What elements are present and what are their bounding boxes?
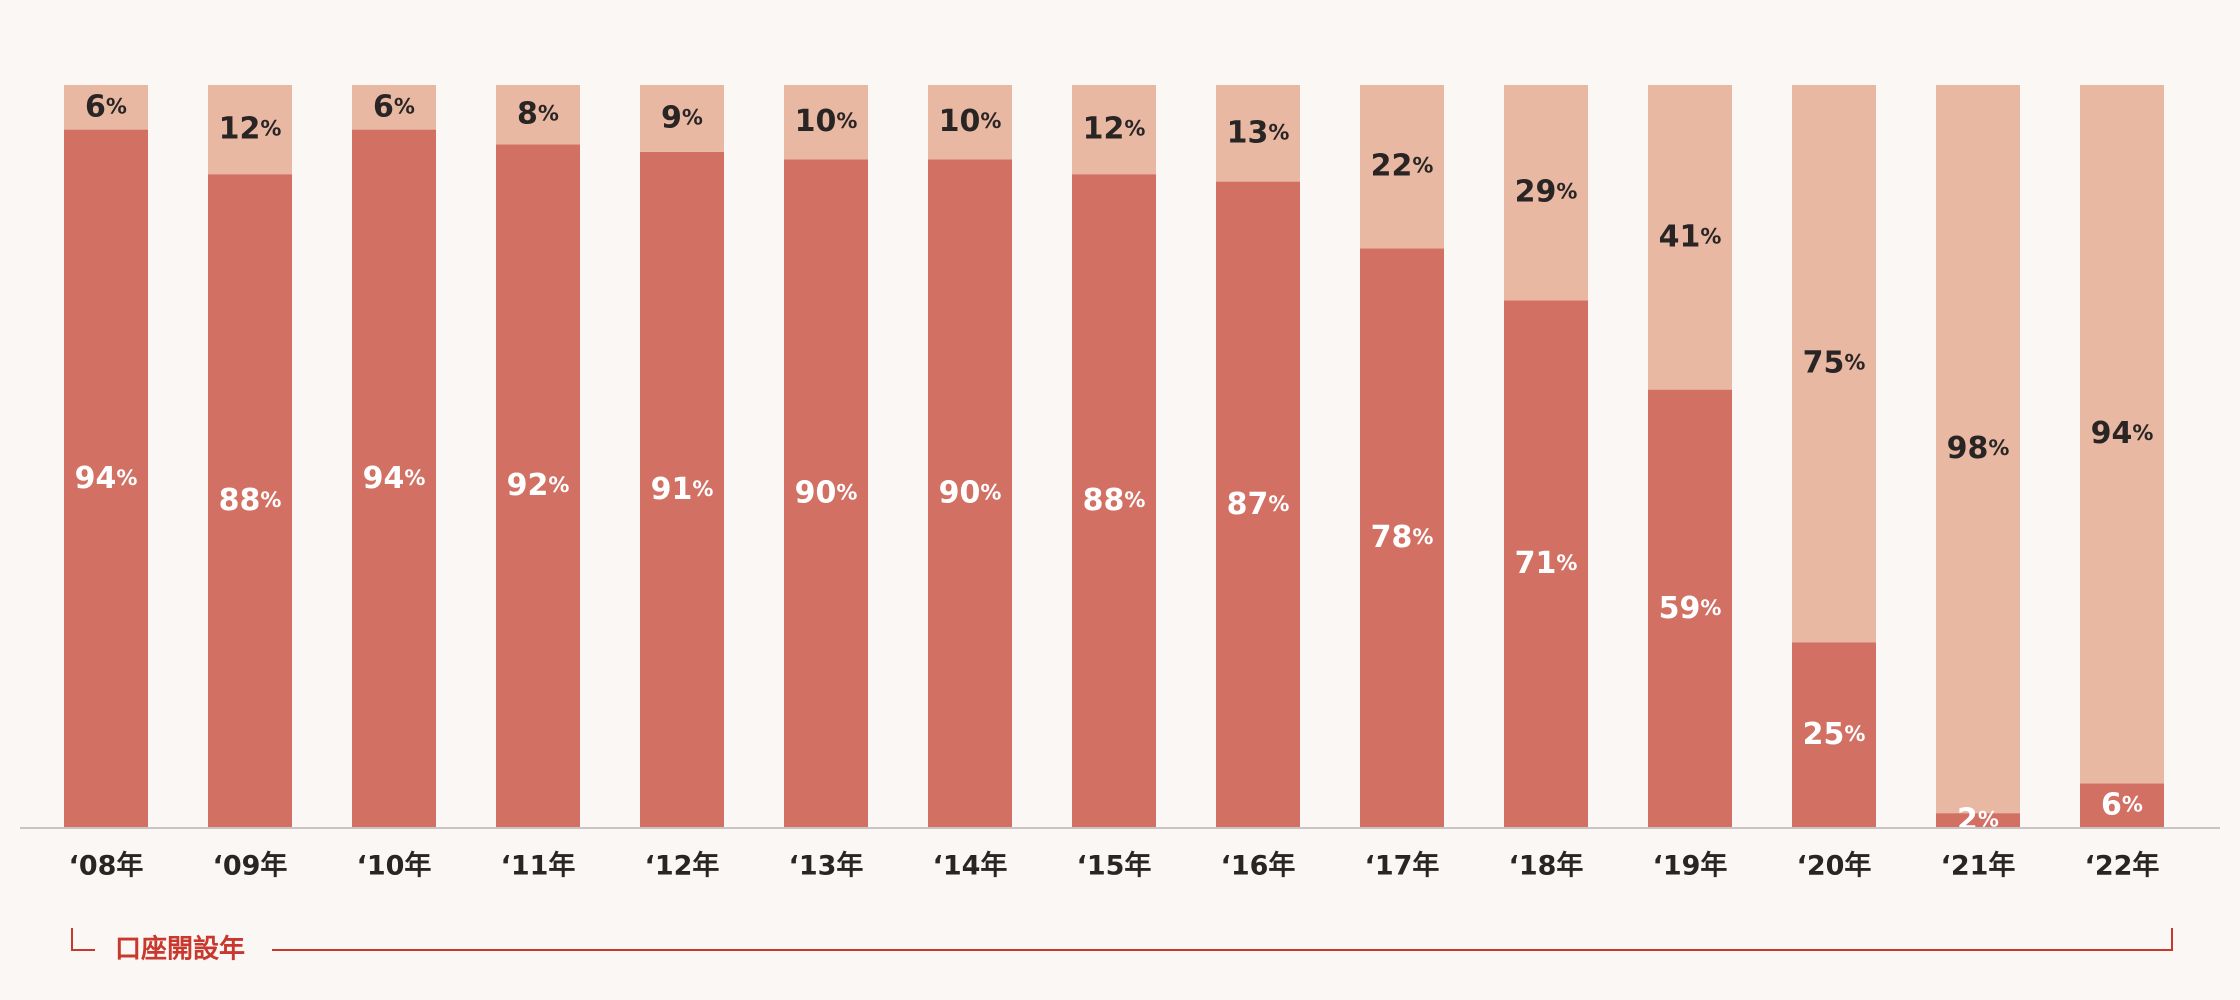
bar-segment-lower [640, 151, 724, 828]
bar-segment-lower [1936, 813, 2020, 828]
bar-segment-lower [208, 174, 292, 828]
x-tick-label: ‘16年 [1221, 850, 1296, 882]
bar-segment-upper [1504, 85, 1588, 301]
x-tick-label: ‘14年 [933, 850, 1008, 882]
data-label: 90% [939, 475, 1002, 510]
data-label: 87% [1227, 486, 1290, 521]
bar-segment-lower [1216, 181, 1300, 829]
data-label: 94% [75, 460, 138, 495]
bar-segment-lower [1072, 174, 1156, 828]
data-label: 25% [1803, 717, 1866, 752]
data-label: 6% [85, 89, 127, 124]
data-label: 75% [1803, 345, 1866, 380]
x-tick-label: ‘18年 [1509, 850, 1584, 882]
x-tick-label: ‘17年 [1365, 850, 1440, 882]
data-label: 12% [219, 111, 282, 146]
bar-segment-upper [64, 85, 148, 130]
data-label: 78% [1371, 520, 1434, 555]
bar-segment-lower [1792, 642, 1876, 828]
bar-labels-layer: 94% 6% 88% 12% 94% 6% 92% 8% 91% 9% 90% 10% 90% 10% 88… [75, 89, 2154, 837]
bar-segment-upper [928, 85, 1012, 160]
x-axis-title: 口座開設年 [115, 934, 245, 965]
data-label: 71% [1515, 546, 1578, 581]
bar-segment-upper [1360, 85, 1444, 249]
x-tick-label: ‘13年 [789, 850, 864, 882]
bar-segment-lower [1648, 389, 1732, 828]
bracket-left-line [71, 928, 95, 951]
x-tick-label: ‘22年 [2085, 850, 2160, 882]
data-label: 12% [1083, 111, 1146, 146]
data-label: 22% [1371, 148, 1434, 183]
x-tick-label: ‘21年 [1941, 850, 2016, 882]
bar-segment-lower [1504, 300, 1588, 829]
x-tick-label: ‘12年 [645, 850, 720, 882]
x-tick-label: ‘19年 [1653, 850, 1728, 882]
bar-segment-lower [352, 129, 436, 828]
data-label: 10% [939, 104, 1002, 139]
x-tick-label: ‘09年 [213, 850, 288, 882]
data-label: 29% [1515, 174, 1578, 209]
x-axis-bracket: 口座開設年 [71, 928, 2173, 965]
data-label: 94% [2091, 416, 2154, 451]
bar-segment-upper [1072, 85, 1156, 175]
x-tick-label: ‘08年 [69, 850, 144, 882]
data-label: 90% [795, 475, 858, 510]
x-tick-label: ‘20年 [1797, 850, 1872, 882]
data-label: 59% [1659, 590, 1722, 625]
data-label: 94% [363, 460, 426, 495]
x-tick-label: ‘15年 [1077, 850, 1152, 882]
x-tick-label: ‘10年 [357, 850, 432, 882]
bar-segment-lower [784, 159, 868, 829]
bar-segment-upper [2080, 85, 2164, 784]
x-tick-label: ‘11年 [501, 850, 576, 882]
bar-segment-lower [496, 144, 580, 828]
bar-segment-lower [64, 129, 148, 828]
bar-segment-upper [496, 85, 580, 145]
bar-segment-upper [352, 85, 436, 130]
data-label: 10% [795, 104, 858, 139]
bar-segment-upper [1936, 85, 2020, 814]
data-label: 41% [1659, 219, 1722, 254]
data-label: 98% [1947, 431, 2010, 466]
data-label: 88% [1083, 483, 1146, 518]
data-label: 2% [1957, 802, 1999, 837]
bar-segment-lower [928, 159, 1012, 829]
bars-layer [64, 85, 2164, 829]
data-label: 9% [661, 100, 703, 135]
data-label: 6% [373, 89, 415, 124]
data-label: 6% [2101, 787, 2143, 822]
data-label: 92% [507, 468, 570, 503]
x-tick-labels: ‘08年 ‘09年 ‘10年 ‘11年 ‘12年 ‘13年 ‘14年 ‘15年 ‘16年 ‘17年… [69, 850, 2160, 882]
bar-segment-upper [784, 85, 868, 160]
bar-segment-lower [2080, 783, 2164, 828]
data-label: 8% [517, 96, 559, 131]
bar-segment-upper [640, 85, 724, 152]
data-label: 88% [219, 483, 282, 518]
bar-segment-upper [1648, 85, 1732, 390]
data-label: 13% [1227, 115, 1290, 150]
bar-segment-upper [208, 85, 292, 175]
bar-segment-upper [1216, 85, 1300, 182]
data-label: 91% [651, 471, 714, 506]
bar-segment-lower [1360, 248, 1444, 828]
bar-segment-upper [1792, 85, 1876, 643]
bracket-right-line [272, 928, 2173, 951]
